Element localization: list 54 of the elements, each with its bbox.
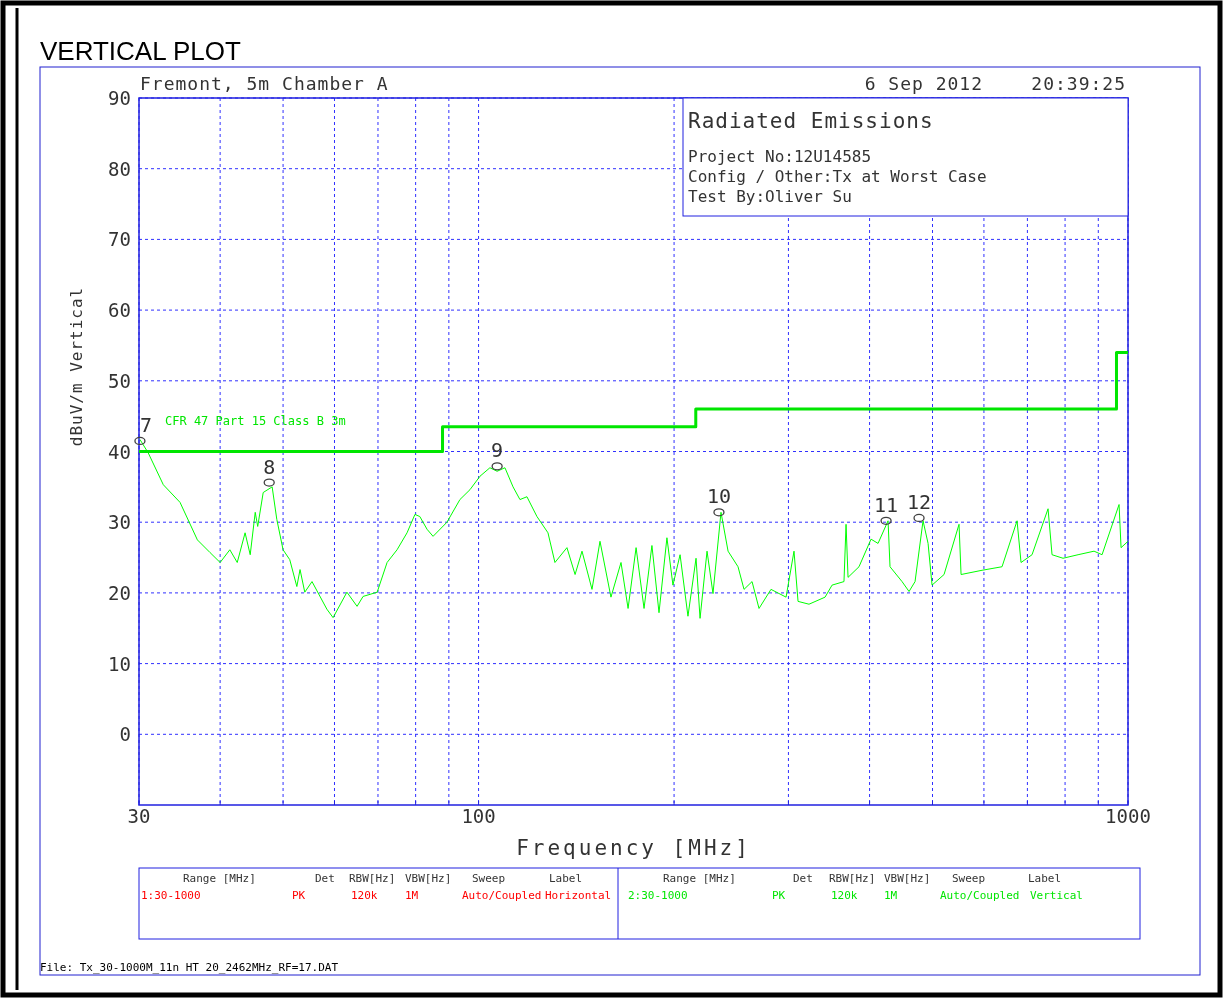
text: Sweep — [952, 872, 986, 885]
text: RBW[Hz] — [829, 872, 876, 885]
text: Sweep — [472, 872, 506, 885]
x-tick-label: 1000 — [1105, 805, 1151, 827]
text: File: Tx_30-1000M_11n HT 20_2462MHz_RF=17.DAT — [40, 961, 339, 974]
text: 2:30-1000 — [628, 889, 688, 902]
y-tick-label: 0 — [119, 723, 131, 746]
annotation: 7 — [139, 412, 152, 437]
text: 6 Sep 2012 — [864, 73, 983, 94]
text: PK — [292, 889, 306, 902]
text: Det — [315, 872, 335, 885]
y-tick-label: 80 — [108, 157, 131, 180]
text: Range [MHz] — [663, 872, 736, 885]
x-axis-title: Frequency [MHz] — [516, 836, 751, 860]
text: 120k — [351, 889, 378, 902]
y-tick-label: 90 — [108, 87, 131, 109]
text: 1M — [405, 889, 419, 902]
x-tick-label: 30 — [127, 805, 151, 827]
text: 20:39:25 — [1031, 73, 1126, 94]
chart-title: VERTICAL PLOT — [40, 36, 241, 66]
y-tick-label: 50 — [108, 369, 131, 392]
text: RBW[Hz] — [349, 872, 396, 885]
text: Det — [793, 872, 813, 885]
y-tick-label: 70 — [108, 228, 131, 251]
text: VBW[Hz] — [405, 872, 452, 885]
text: Label — [1028, 872, 1062, 885]
text: 120k — [831, 889, 858, 902]
annotation: 10 — [706, 484, 731, 509]
text: Range [MHz] — [183, 872, 256, 885]
annotation: 11 — [874, 492, 899, 517]
text: Vertical — [1030, 889, 1083, 902]
series-label: CFR 47 Part 15 Class B 3m — [165, 413, 346, 428]
y-tick-label: 30 — [108, 511, 131, 534]
y-tick-label: 40 — [108, 440, 131, 463]
text: Auto/Coupled — [940, 889, 1020, 902]
text: VBW[Hz] — [884, 872, 931, 885]
text: 1:30-1000 — [141, 889, 201, 902]
y-tick-label: 20 — [108, 581, 131, 604]
annotation: 12 — [907, 489, 932, 514]
annotation: Test By:Oliver Su — [688, 187, 852, 206]
annotation: Radiated Emissions — [688, 109, 934, 133]
annotation: 8 — [263, 454, 276, 479]
text: Auto/Coupled — [462, 889, 542, 902]
text: Horizontal — [545, 889, 612, 902]
text: PK — [772, 889, 786, 902]
annotation: Config / Other:Tx at Worst Case — [688, 167, 987, 186]
text: 1M — [884, 889, 898, 902]
x-tick-label: 100 — [461, 805, 496, 827]
text: Fremont, 5m Chamber A — [140, 73, 389, 94]
y-tick-label: 60 — [108, 299, 131, 322]
y-tick-label: 10 — [108, 652, 131, 675]
annotation: Project No:12U14585 — [688, 147, 872, 166]
text: Label — [549, 872, 583, 885]
y-axis-title: dBuV/m Vertical — [67, 286, 86, 447]
